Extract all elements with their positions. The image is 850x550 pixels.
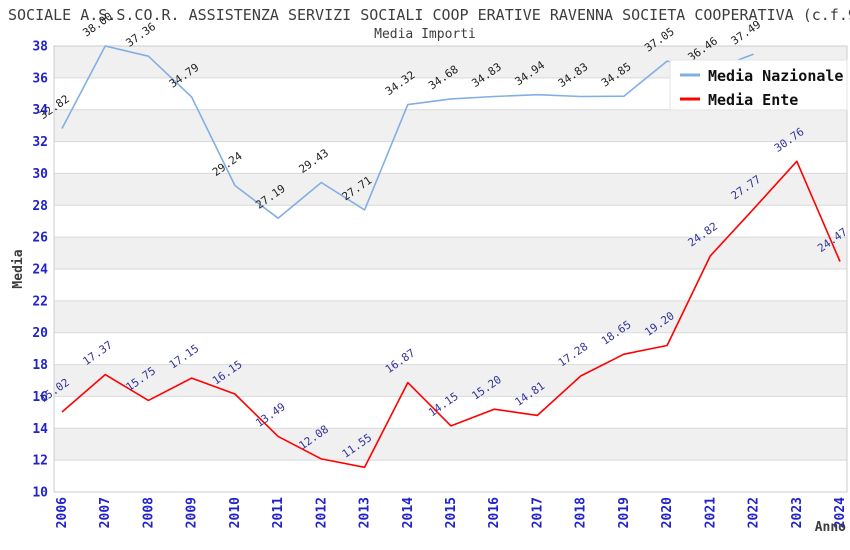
x-axis-tick-label: 2016 bbox=[487, 497, 502, 528]
x-axis-tick-label: 2010 bbox=[228, 497, 243, 528]
x-axis-title: Anno bbox=[815, 520, 846, 535]
x-axis-tick-label: 2015 bbox=[444, 497, 459, 528]
x-axis-tick-label: 2019 bbox=[617, 497, 632, 528]
plot-band bbox=[54, 332, 847, 365]
x-axis-tick-label: 2006 bbox=[55, 497, 70, 528]
y-axis-tick-label: 12 bbox=[32, 454, 48, 469]
series-line-media-ente bbox=[61, 160, 841, 469]
point-value-label: 38.00 bbox=[80, 10, 115, 40]
series-line-media-nazionale bbox=[61, 45, 754, 219]
legend: Media Nazionale Media Ente bbox=[669, 59, 848, 111]
x-axis-tick-label: 2012 bbox=[314, 497, 329, 528]
y-axis-tick-label: 16 bbox=[32, 390, 48, 405]
y-axis-tick-label: 20 bbox=[32, 326, 48, 341]
y-axis-tick-label: 32 bbox=[32, 135, 48, 150]
x-axis-tick-label: 2024 bbox=[833, 497, 848, 528]
point-value-label: 37.36 bbox=[124, 20, 159, 50]
x-axis-tick-label: 2011 bbox=[271, 497, 286, 528]
x-axis-tick-label: 2009 bbox=[185, 497, 200, 528]
plot-border bbox=[53, 45, 848, 493]
x-axis-tick-label: 2018 bbox=[574, 497, 589, 528]
plot-band bbox=[54, 205, 847, 238]
x-axis-tick-label: 2013 bbox=[358, 497, 373, 528]
y-axis-tick-label: 18 bbox=[32, 358, 48, 373]
legend-label-media-ente: Media Ente bbox=[708, 91, 798, 109]
x-axis-tick-label: 2017 bbox=[530, 497, 545, 528]
chart-title: SOCIALE A.S.S.CO.R. ASSISTENZA SERVIZI S… bbox=[8, 6, 850, 24]
y-axis-tick-label: 38 bbox=[32, 40, 48, 55]
y-axis-tick-label: 26 bbox=[32, 231, 48, 246]
x-axis: 2006 2007 2008 2009 2010 2011 2012 2013 2014 2015… bbox=[55, 497, 848, 528]
y-axis-title: Media bbox=[11, 249, 26, 288]
y-axis-tick-label: 22 bbox=[32, 294, 48, 309]
plot-band bbox=[54, 141, 847, 174]
plot-band bbox=[54, 396, 847, 429]
y-axis-tick-label: 36 bbox=[32, 71, 48, 86]
plot-background-bands bbox=[54, 46, 847, 492]
y-axis-tick-label: 28 bbox=[32, 199, 48, 214]
plot-band bbox=[54, 109, 847, 142]
y-axis-tick-label: 10 bbox=[32, 486, 48, 501]
point-value-label: 37.49 bbox=[729, 18, 764, 48]
y-axis: 10 12 14 16 18 20 22 24 26 28 30 32 34 36 38 bbox=[32, 40, 48, 501]
x-axis-tick-label: 2020 bbox=[660, 497, 675, 528]
legend-label-media-nazionale: Media Nazionale bbox=[708, 67, 843, 85]
x-axis-tick-label: 2021 bbox=[703, 497, 718, 528]
x-axis-tick-label: 2014 bbox=[401, 497, 416, 528]
plot-band bbox=[54, 173, 847, 206]
plot-band bbox=[54, 300, 847, 333]
x-axis-tick-label: 2007 bbox=[98, 497, 113, 528]
y-axis-tick-label: 14 bbox=[32, 422, 48, 437]
chart-subtitle: Media Importi bbox=[374, 27, 476, 42]
y-axis-tick-label: 24 bbox=[32, 263, 48, 278]
y-axis-tick-label: 30 bbox=[32, 167, 48, 182]
plot-band bbox=[54, 269, 847, 301]
plot-band bbox=[54, 428, 847, 461]
x-axis-tick-label: 2008 bbox=[141, 497, 156, 528]
legend-box bbox=[669, 59, 848, 111]
y-axis-tick-label: 34 bbox=[32, 103, 48, 118]
plot-band bbox=[54, 237, 847, 269]
plot-band bbox=[54, 460, 847, 492]
x-axis-tick-label: 2023 bbox=[790, 497, 805, 528]
x-axis-tick-label: 2022 bbox=[747, 497, 762, 528]
